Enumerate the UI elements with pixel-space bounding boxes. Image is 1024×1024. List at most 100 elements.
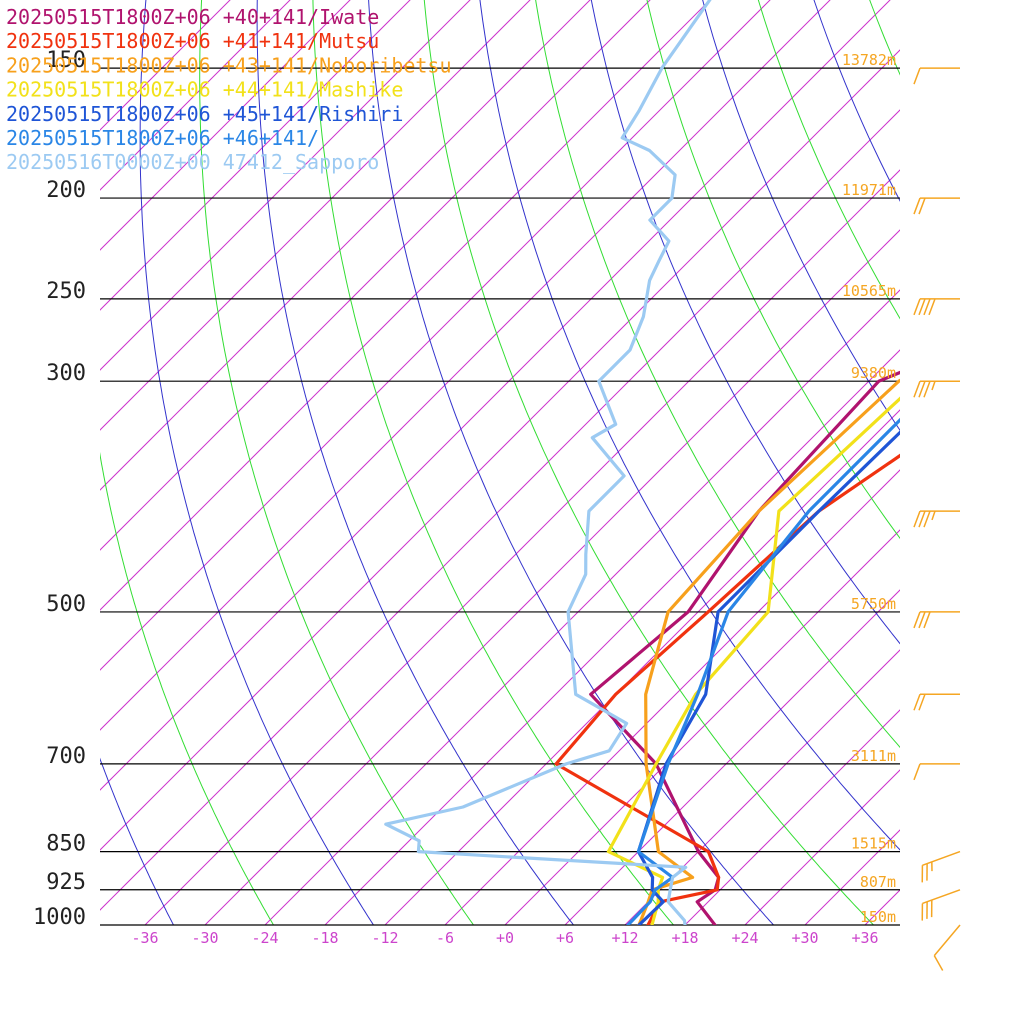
pressure-label: 1000 xyxy=(33,905,86,930)
barb-feather xyxy=(918,197,926,215)
isotherm-line xyxy=(684,709,900,925)
wind-barb xyxy=(913,197,960,215)
isotherm-line xyxy=(100,0,831,731)
barb-half-feather xyxy=(931,510,936,521)
isotherm-line xyxy=(444,469,900,925)
theta-line xyxy=(139,0,375,925)
series-line xyxy=(637,378,900,925)
isotherm-line xyxy=(204,229,900,925)
height-label: 13782m xyxy=(842,51,896,69)
theta-line xyxy=(935,0,1024,947)
barb-feather xyxy=(923,510,931,528)
theta-line xyxy=(971,0,1024,947)
barb-feather xyxy=(923,611,931,629)
legend-entry: 20250515T1800Z+06 +44+141/Mashike xyxy=(6,78,403,102)
legend-entry: 20250515T1800Z+06 +40+141/Iwate xyxy=(6,5,379,29)
series-line xyxy=(606,396,900,925)
barb-staff xyxy=(922,889,961,905)
theta-line xyxy=(898,0,1024,947)
theta-line xyxy=(535,0,900,749)
legend-entry: 20250516T0000Z+00 47412_Sapporo xyxy=(6,150,379,174)
height-label: 1515m xyxy=(851,835,896,853)
wind-barb xyxy=(933,924,961,971)
isotherm-line xyxy=(925,0,1024,925)
x-tick-label: -24 xyxy=(251,929,278,947)
wind-barb xyxy=(913,763,960,781)
isotherm-line xyxy=(100,0,711,611)
isotherm-line xyxy=(804,829,900,925)
isotherm-line xyxy=(324,349,900,925)
x-tick-label: +18 xyxy=(671,929,698,947)
barb-half-feather xyxy=(931,380,936,391)
legend: 20250515T1800Z+06 +40+141/Iwate20250515T… xyxy=(6,5,452,174)
x-tick-label: -12 xyxy=(371,929,398,947)
x-tick-label: +6 xyxy=(556,929,574,947)
barb-staff xyxy=(922,850,961,866)
axis-labels: 10016335m15013782m20011971m25010565m3009… xyxy=(33,48,896,947)
theta-line xyxy=(256,0,575,925)
height-label: 150m xyxy=(860,908,896,926)
pressure-label: 200 xyxy=(46,178,86,203)
theta-line xyxy=(813,0,900,202)
background-grid xyxy=(100,0,1024,947)
isotherm-line xyxy=(100,109,900,911)
barb-staff xyxy=(933,924,961,957)
height-label: 807m xyxy=(860,873,896,891)
barb-feather xyxy=(933,955,944,971)
height-label: 5750m xyxy=(851,595,896,613)
wind-barb xyxy=(913,693,960,711)
height-label: 9380m xyxy=(851,364,896,382)
theta-line xyxy=(590,0,900,645)
x-tick-label: -6 xyxy=(436,929,454,947)
barb-feather xyxy=(918,510,926,528)
theta-line xyxy=(702,0,900,432)
x-tick-label: -18 xyxy=(311,929,338,947)
legend-entry: 20250515T1800Z+06 +46+141/ xyxy=(6,126,319,150)
wind-barb xyxy=(921,889,961,921)
theta-line xyxy=(859,0,1024,947)
pressure-label: 150 xyxy=(46,48,86,73)
theta-line xyxy=(100,757,175,925)
series-line xyxy=(589,370,900,925)
barb-feather xyxy=(913,67,921,85)
barb-feather xyxy=(913,694,921,711)
barb-feather xyxy=(913,763,921,781)
legend-entry: 20250515T1800Z+06 +43+141/Noboribetsu xyxy=(6,53,452,77)
theta-line xyxy=(757,0,900,320)
series-line xyxy=(636,430,900,925)
barb-feather xyxy=(923,380,931,398)
pressure-label: 250 xyxy=(46,279,86,304)
x-tick-label: -30 xyxy=(191,929,218,947)
barb-feather xyxy=(923,298,931,316)
barb-feather xyxy=(913,510,921,528)
isotherm-line xyxy=(624,649,900,925)
barb-feather xyxy=(928,298,936,316)
theta-line xyxy=(100,451,275,925)
wind-barb xyxy=(913,298,960,316)
barb-feather xyxy=(918,694,926,711)
pressure-label: 925 xyxy=(46,870,86,895)
theta-line xyxy=(479,0,900,851)
theta-line xyxy=(199,0,475,925)
isotherm-line xyxy=(504,529,900,925)
x-tick-label: +24 xyxy=(731,929,758,947)
barb-feather xyxy=(913,611,921,629)
legend-entry: 20250515T1800Z+06 +41+141/Mutsu xyxy=(6,29,379,53)
isotherm-line xyxy=(100,0,891,791)
theta-line xyxy=(423,0,875,925)
wind-barbs xyxy=(913,67,961,971)
barb-feather xyxy=(918,611,926,629)
pressure-label: 700 xyxy=(46,744,86,769)
wind-barb xyxy=(913,510,960,528)
x-tick-label: +0 xyxy=(496,929,514,947)
x-tick-label: +36 xyxy=(851,929,878,947)
series-line xyxy=(554,453,900,925)
isotherm-line xyxy=(100,0,771,671)
theta-line xyxy=(821,0,1024,947)
wind-barb xyxy=(913,67,960,85)
x-tick-label: -36 xyxy=(131,929,158,947)
series-line xyxy=(626,417,900,925)
theta-line xyxy=(368,0,775,925)
x-tick-label: +30 xyxy=(791,929,818,947)
